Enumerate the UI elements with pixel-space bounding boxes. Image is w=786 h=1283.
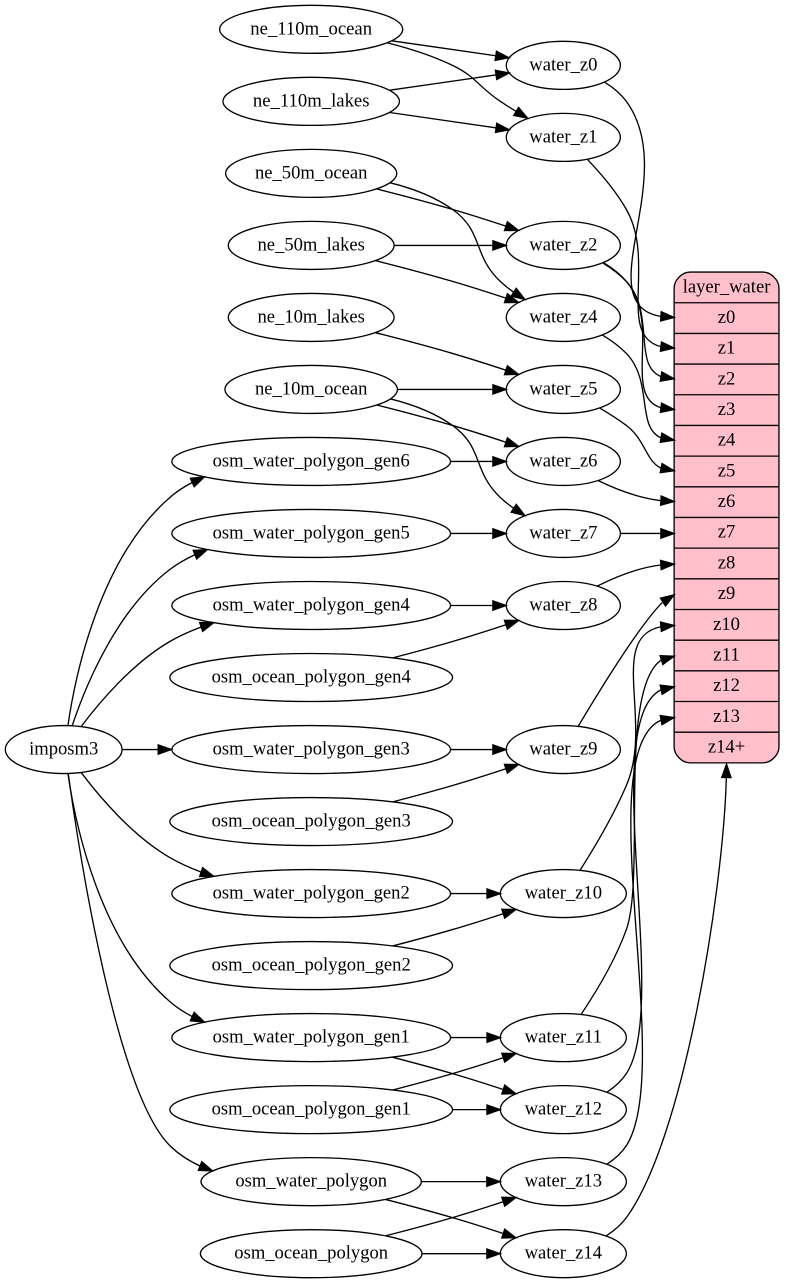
svg-text:layer_water: layer_water	[683, 276, 771, 297]
svg-text:osm_water_polygon_gen1: osm_water_polygon_gen1	[213, 1026, 410, 1047]
svg-text:z1: z1	[718, 338, 736, 359]
svg-text:water_z10: water_z10	[525, 882, 602, 903]
svg-text:osm_ocean_polygon: osm_ocean_polygon	[234, 1243, 388, 1264]
svg-text:ne_50m_ocean: ne_50m_ocean	[255, 162, 368, 183]
svg-text:water_z14: water_z14	[525, 1243, 603, 1264]
svg-text:osm_water_polygon_gen6: osm_water_polygon_gen6	[213, 450, 410, 471]
svg-text:z0: z0	[718, 307, 736, 328]
svg-text:water_z1: water_z1	[529, 126, 597, 147]
svg-text:z12: z12	[713, 675, 740, 696]
svg-text:osm_water_polygon_gen5: osm_water_polygon_gen5	[213, 522, 410, 543]
svg-text:water_z11: water_z11	[525, 1026, 602, 1047]
svg-text:osm_ocean_polygon_gen2: osm_ocean_polygon_gen2	[212, 954, 411, 975]
svg-text:z4: z4	[718, 430, 736, 451]
svg-text:z8: z8	[718, 552, 736, 573]
svg-text:water_z12: water_z12	[525, 1099, 602, 1120]
svg-text:water_z0: water_z0	[529, 54, 597, 75]
svg-text:ne_50m_lakes: ne_50m_lakes	[258, 234, 365, 255]
svg-text:z6: z6	[718, 491, 736, 512]
svg-text:ne_10m_lakes: ne_10m_lakes	[258, 306, 365, 327]
svg-text:z3: z3	[718, 399, 736, 420]
svg-text:water_z8: water_z8	[529, 594, 597, 615]
svg-text:ne_110m_ocean: ne_110m_ocean	[250, 18, 372, 39]
svg-text:osm_ocean_polygon_gen3: osm_ocean_polygon_gen3	[212, 810, 411, 831]
svg-text:osm_water_polygon_gen4: osm_water_polygon_gen4	[213, 594, 411, 615]
svg-text:z11: z11	[713, 644, 740, 665]
svg-text:osm_ocean_polygon_gen4: osm_ocean_polygon_gen4	[212, 666, 412, 687]
svg-text:z7: z7	[718, 522, 736, 543]
svg-text:imposm3: imposm3	[29, 738, 98, 759]
svg-text:water_z7: water_z7	[529, 522, 597, 543]
svg-text:ne_10m_ocean: ne_10m_ocean	[255, 378, 368, 399]
svg-text:water_z9: water_z9	[529, 738, 597, 759]
svg-text:osm_water_polygon: osm_water_polygon	[235, 1171, 387, 1192]
svg-text:z10: z10	[713, 614, 740, 635]
svg-text:z2: z2	[718, 368, 736, 389]
svg-text:z13: z13	[713, 706, 740, 727]
svg-text:water_z4: water_z4	[529, 306, 598, 327]
svg-text:water_z2: water_z2	[529, 234, 597, 255]
svg-text:osm_water_polygon_gen2: osm_water_polygon_gen2	[213, 882, 410, 903]
svg-text:water_z13: water_z13	[525, 1171, 602, 1192]
svg-text:water_z5: water_z5	[529, 378, 597, 399]
svg-text:z9: z9	[718, 583, 736, 604]
svg-text:z14+: z14+	[708, 736, 745, 757]
svg-text:osm_water_polygon_gen3: osm_water_polygon_gen3	[213, 738, 410, 759]
svg-text:z5: z5	[718, 460, 736, 481]
svg-text:osm_ocean_polygon_gen1: osm_ocean_polygon_gen1	[212, 1099, 411, 1120]
svg-text:water_z6: water_z6	[529, 450, 597, 471]
svg-text:ne_110m_lakes: ne_110m_lakes	[253, 90, 370, 111]
